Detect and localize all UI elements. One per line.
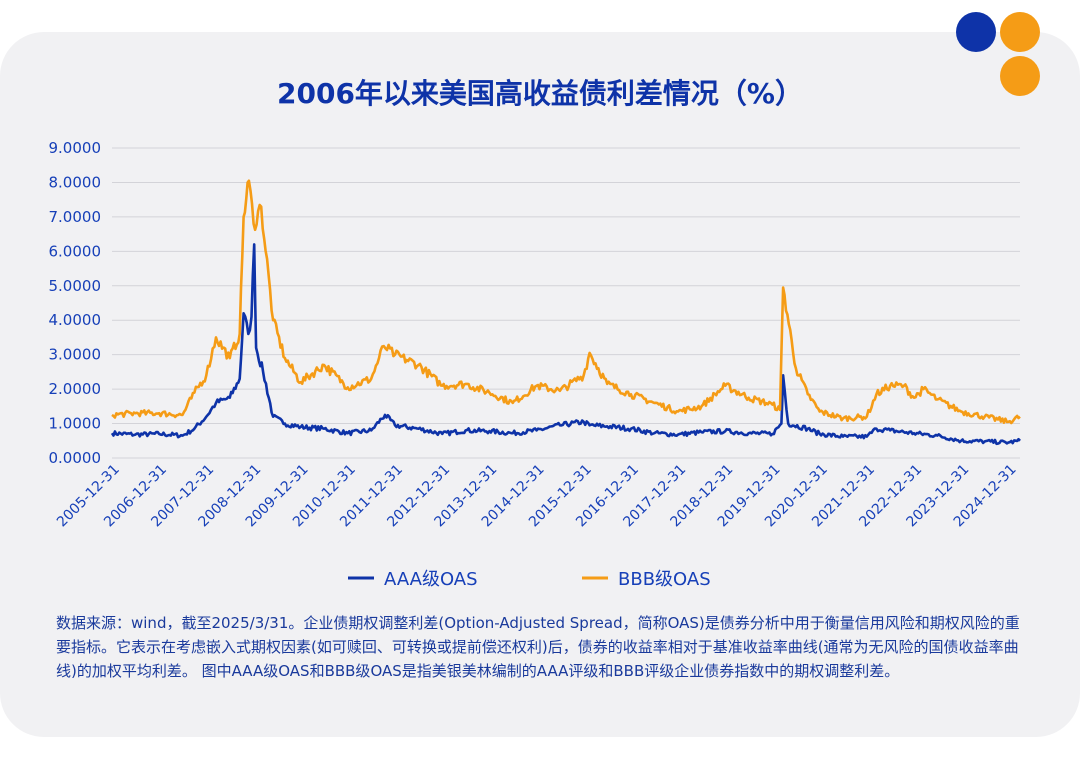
source-note: 数据来源：wind，截至2025/3/31。企业债期权调整利差(Option-A…: [56, 614, 1020, 680]
y-tick-label: 0.0000: [49, 449, 102, 467]
y-tick-label: 7.0000: [49, 208, 102, 226]
line-chart: 0.0000 1.0000 2.0000 3.0000 4.0000 5.0000 6.00…: [49, 139, 1021, 590]
y-tick-label: 6.0000: [49, 242, 102, 260]
gridlines: [112, 147, 1020, 459]
orange-dot-decoration-top: [1000, 12, 1040, 52]
y-tick-label: 3.0000: [49, 346, 102, 364]
y-tick-label: 9.0000: [49, 139, 102, 157]
series-line-bbb: [111, 179, 1021, 425]
y-tick-label: 1.0000: [49, 415, 102, 433]
series-lines: [110, 179, 1021, 446]
y-tick-label: 2.0000: [49, 380, 102, 398]
y-tick-label: 8.0000: [49, 173, 102, 191]
orange-dot-decoration-bottom: [1000, 56, 1040, 96]
series-line-aaa: [110, 243, 1021, 446]
legend: AAA级OAS BBB级OAS: [348, 569, 711, 590]
legend-label: AAA级OAS: [384, 569, 478, 590]
legend-label: BBB级OAS: [618, 569, 711, 590]
y-tick-label: 4.0000: [49, 311, 102, 329]
y-axis-ticks: 0.0000 1.0000 2.0000 3.0000 4.0000 5.0000 6.00…: [49, 139, 102, 467]
x-axis-ticks: 2005-12-312006-12-312007-12-312008-12-31…: [54, 462, 1020, 531]
chart-title: 2006年以来美国高收益债利差情况（%）: [277, 77, 803, 110]
y-tick-label: 5.0000: [49, 277, 102, 295]
blue-dot-decoration: [956, 12, 996, 52]
